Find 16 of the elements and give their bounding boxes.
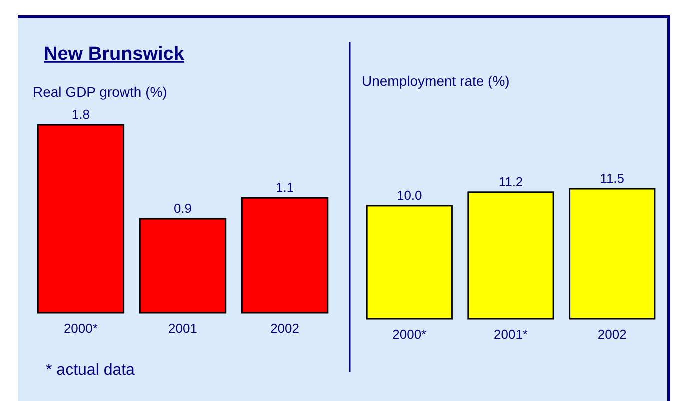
x-tick-label: 2001 [168,321,198,336]
chart-subtitle: Real GDP growth (%) [33,84,168,100]
data-label: 0.9 [174,201,192,216]
x-tick-label: 2001* [494,327,528,342]
x-tick-label: 2002 [598,327,627,342]
chart-subtitle: Unemployment rate (%) [362,73,510,89]
data-label: 11.5 [600,171,625,186]
data-label: 1.1 [276,180,294,196]
x-tick-label: 2002 [270,321,300,336]
x-tick-label: 2000* [392,327,427,342]
text: * actual data [46,362,136,379]
data-label: 1.8 [72,107,90,122]
data-label: 11.2 [498,174,524,190]
chart-title: New Brunswick [44,44,185,65]
x-tick-label: 2000* [64,321,98,336]
data-label: 10.0 [396,188,422,203]
